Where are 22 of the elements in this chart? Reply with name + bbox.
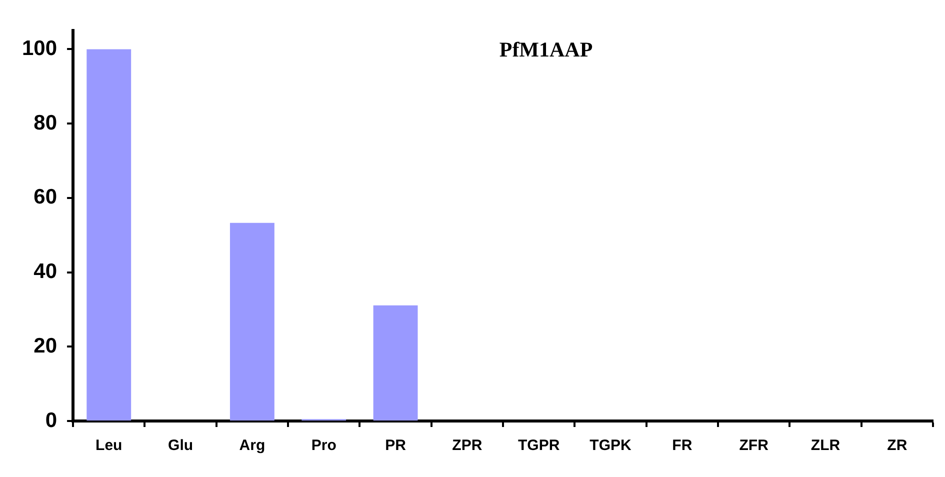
x-tick-label: TGPK: [590, 437, 632, 454]
x-tick-label: Arg: [239, 437, 266, 454]
x-tick-label: Pro: [311, 437, 336, 454]
x-tick-label: Glu: [168, 437, 194, 454]
x-tick-label: PR: [385, 437, 406, 454]
x-tick-label: FR: [672, 437, 692, 454]
y-tick-label: 0: [45, 408, 58, 432]
bar: [373, 305, 418, 420]
y-tick-label: 40: [34, 260, 58, 284]
x-tick-label: ZPR: [452, 437, 482, 454]
x-tick-label: ZFR: [739, 437, 769, 454]
y-tick-label: 80: [34, 111, 58, 134]
y-tick-label: 100: [22, 36, 58, 60]
y-tick-label: 20: [34, 334, 58, 358]
x-tick-label: TGPR: [518, 437, 560, 454]
bar: [86, 49, 132, 420]
x-tick-label: ZLR: [810, 437, 840, 454]
y-tick-label: 60: [34, 186, 58, 209]
chart-title: PfM1AAP: [499, 38, 593, 62]
x-tick-label: ZR: [887, 437, 908, 454]
x-tick-label: Leu: [96, 437, 122, 454]
bar: [230, 222, 274, 420]
